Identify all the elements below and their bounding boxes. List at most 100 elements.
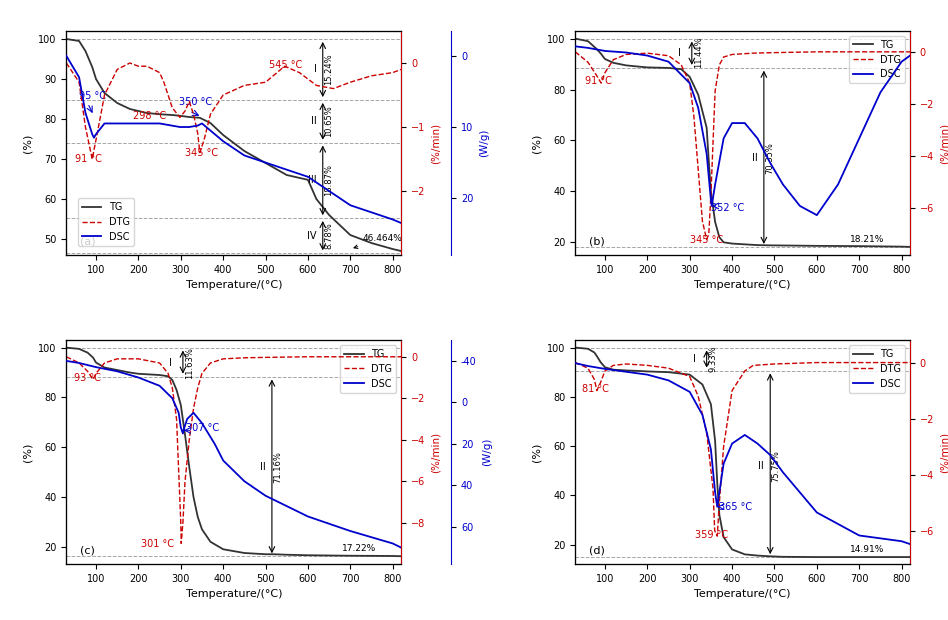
DSC: [90, 130, 101, 138]
Text: 298 °C: 298 °C: [133, 112, 166, 122]
DSC: [684, 79, 696, 87]
DTG: [620, 51, 631, 58]
DSC: [196, 419, 208, 427]
Text: 9.33%: 9.33%: [709, 346, 718, 373]
DSC: [701, 150, 712, 157]
TG: [595, 50, 607, 58]
Line: DTG: DTG: [575, 52, 910, 239]
TG: [239, 549, 250, 557]
DTG: [217, 355, 228, 363]
DTG: [171, 415, 182, 423]
DSC: [154, 382, 165, 389]
DSC: [154, 120, 165, 127]
TG: [570, 344, 581, 352]
TG: [162, 373, 173, 380]
TG: [853, 242, 865, 250]
DSC: [591, 364, 602, 371]
DTG: [642, 50, 653, 57]
DSC: [811, 509, 823, 516]
DTG: [162, 370, 173, 377]
DTG: [769, 49, 780, 56]
DTG: [154, 359, 165, 366]
TG: [582, 345, 593, 353]
DSC: [794, 202, 806, 210]
Y-axis label: (%/min): (%/min): [939, 432, 948, 472]
TG: [196, 526, 208, 533]
DTG: [112, 66, 123, 73]
DTG: [811, 359, 823, 366]
Line: DSC: DSC: [66, 361, 401, 547]
DSC: [712, 503, 723, 510]
Text: 14.91%: 14.91%: [850, 546, 884, 554]
TG: [904, 553, 916, 560]
TG: [663, 64, 674, 72]
DTG: [73, 79, 84, 86]
TG: [133, 370, 144, 378]
TG: [179, 431, 191, 438]
DSC: [896, 58, 907, 65]
DSC: [718, 460, 729, 467]
TG: [703, 157, 715, 164]
TG: [587, 42, 598, 49]
Text: 93 °C: 93 °C: [74, 373, 101, 383]
X-axis label: Temperature/(°C): Temperature/(°C): [695, 590, 791, 600]
DSC: [173, 409, 184, 417]
Y-axis label: (W/g): (W/g): [483, 438, 492, 466]
TG: [608, 366, 619, 373]
Text: 10.65%: 10.65%: [324, 105, 333, 137]
Legend: TG, DTG, DSC: TG, DTG, DSC: [78, 198, 134, 246]
TG: [599, 363, 611, 371]
TG: [345, 231, 356, 239]
TG: [705, 401, 717, 408]
DTG: [701, 236, 712, 243]
TG: [281, 171, 292, 179]
DSC: [582, 362, 593, 370]
TG: [175, 401, 187, 409]
DTG: [896, 359, 907, 366]
Text: 301 °C: 301 °C: [141, 539, 174, 549]
DTG: [99, 91, 110, 99]
DTG: [570, 359, 581, 366]
DTG: [192, 130, 204, 137]
TG: [90, 359, 101, 366]
DSC: [395, 544, 407, 551]
DTG: [714, 61, 725, 69]
DSC: [133, 374, 144, 381]
TG: [709, 437, 720, 445]
TG: [395, 552, 407, 560]
Text: 17.22%: 17.22%: [341, 544, 375, 553]
DTG: [205, 110, 216, 118]
TG: [194, 114, 206, 122]
DSC: [582, 44, 593, 51]
DTG: [205, 359, 216, 366]
DTG: [196, 370, 208, 377]
DSC: [178, 426, 190, 433]
DSC: [570, 43, 581, 50]
Text: 71.16%: 71.16%: [273, 451, 283, 483]
DSC: [764, 159, 775, 167]
TG: [726, 240, 738, 247]
DTG: [707, 140, 719, 147]
Text: 359 °C: 359 °C: [695, 529, 728, 539]
DTG: [896, 48, 907, 56]
DSC: [167, 394, 178, 402]
DTG: [599, 69, 611, 76]
DTG: [260, 79, 271, 86]
DSC: [904, 541, 916, 548]
Text: 545 °C: 545 °C: [269, 60, 302, 70]
TG: [790, 242, 801, 249]
DTG: [192, 384, 204, 392]
DSC: [86, 130, 98, 138]
DSC: [620, 368, 631, 376]
Text: 11.63%: 11.63%: [185, 347, 194, 378]
DSC: [706, 202, 718, 210]
DTG: [904, 48, 916, 56]
TG: [217, 546, 228, 553]
DSC: [395, 219, 407, 227]
Line: TG: TG: [575, 348, 910, 557]
DTG: [167, 104, 178, 112]
TG: [904, 243, 916, 250]
TG: [281, 551, 292, 559]
Y-axis label: (%/min): (%/min): [939, 123, 948, 164]
DSC: [302, 173, 314, 180]
